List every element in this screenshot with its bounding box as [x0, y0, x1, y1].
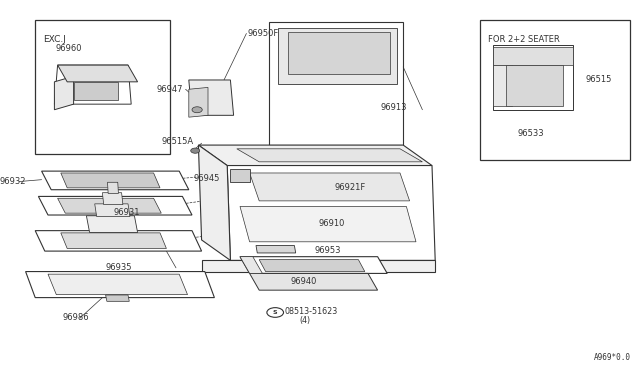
Polygon shape — [227, 166, 435, 260]
Polygon shape — [54, 65, 131, 104]
Text: 96945: 96945 — [193, 174, 220, 183]
Polygon shape — [202, 260, 435, 272]
Text: EXC.J: EXC.J — [43, 35, 66, 44]
Polygon shape — [38, 196, 192, 215]
Text: (4): (4) — [300, 316, 310, 325]
Polygon shape — [259, 260, 365, 272]
Text: 96960: 96960 — [56, 44, 83, 53]
Polygon shape — [35, 231, 202, 251]
Polygon shape — [288, 32, 390, 74]
Text: 96935: 96935 — [106, 263, 132, 272]
Text: 96913: 96913 — [381, 103, 407, 112]
Text: 96932: 96932 — [0, 177, 26, 186]
Polygon shape — [42, 171, 189, 190]
Text: 96910: 96910 — [318, 219, 344, 228]
Polygon shape — [240, 257, 262, 273]
Bar — [480, 20, 630, 160]
Polygon shape — [506, 65, 563, 106]
Polygon shape — [493, 46, 573, 65]
Polygon shape — [198, 145, 432, 166]
Text: FOR 2+2 SEATER: FOR 2+2 SEATER — [488, 35, 559, 44]
Polygon shape — [278, 28, 397, 84]
Bar — [35, 20, 170, 154]
Text: 96950F: 96950F — [248, 29, 279, 38]
Text: 96953: 96953 — [315, 246, 341, 255]
Polygon shape — [106, 295, 129, 301]
Text: S: S — [273, 310, 278, 315]
Polygon shape — [269, 22, 403, 145]
Polygon shape — [189, 87, 208, 117]
Polygon shape — [493, 65, 512, 106]
Circle shape — [192, 107, 202, 113]
Polygon shape — [61, 173, 160, 188]
Polygon shape — [54, 76, 74, 110]
Text: 96533: 96533 — [517, 129, 544, 138]
Polygon shape — [26, 272, 214, 298]
Circle shape — [267, 308, 284, 317]
Polygon shape — [198, 145, 230, 260]
Text: 08513-51623: 08513-51623 — [285, 307, 338, 316]
Polygon shape — [240, 257, 387, 273]
Polygon shape — [256, 246, 296, 253]
Polygon shape — [95, 204, 130, 217]
Polygon shape — [189, 80, 234, 115]
Polygon shape — [86, 216, 138, 232]
Text: 96921F: 96921F — [334, 183, 365, 192]
Text: 96931: 96931 — [114, 208, 140, 217]
Text: 96515A: 96515A — [161, 137, 193, 146]
Polygon shape — [74, 82, 118, 100]
Polygon shape — [58, 65, 138, 82]
Polygon shape — [493, 45, 573, 110]
Polygon shape — [250, 173, 410, 201]
Polygon shape — [240, 206, 416, 242]
Text: 96986: 96986 — [62, 313, 89, 322]
Text: A969*0.0: A969*0.0 — [593, 353, 630, 362]
Text: 96940: 96940 — [291, 278, 317, 286]
Text: 96515: 96515 — [586, 76, 612, 84]
Polygon shape — [61, 233, 166, 248]
Text: 96947: 96947 — [157, 85, 183, 94]
Polygon shape — [230, 169, 250, 182]
Polygon shape — [102, 193, 123, 205]
Polygon shape — [48, 274, 188, 295]
Polygon shape — [108, 182, 118, 193]
Polygon shape — [237, 149, 422, 162]
Circle shape — [191, 148, 200, 153]
Polygon shape — [250, 273, 378, 290]
Polygon shape — [58, 198, 161, 213]
